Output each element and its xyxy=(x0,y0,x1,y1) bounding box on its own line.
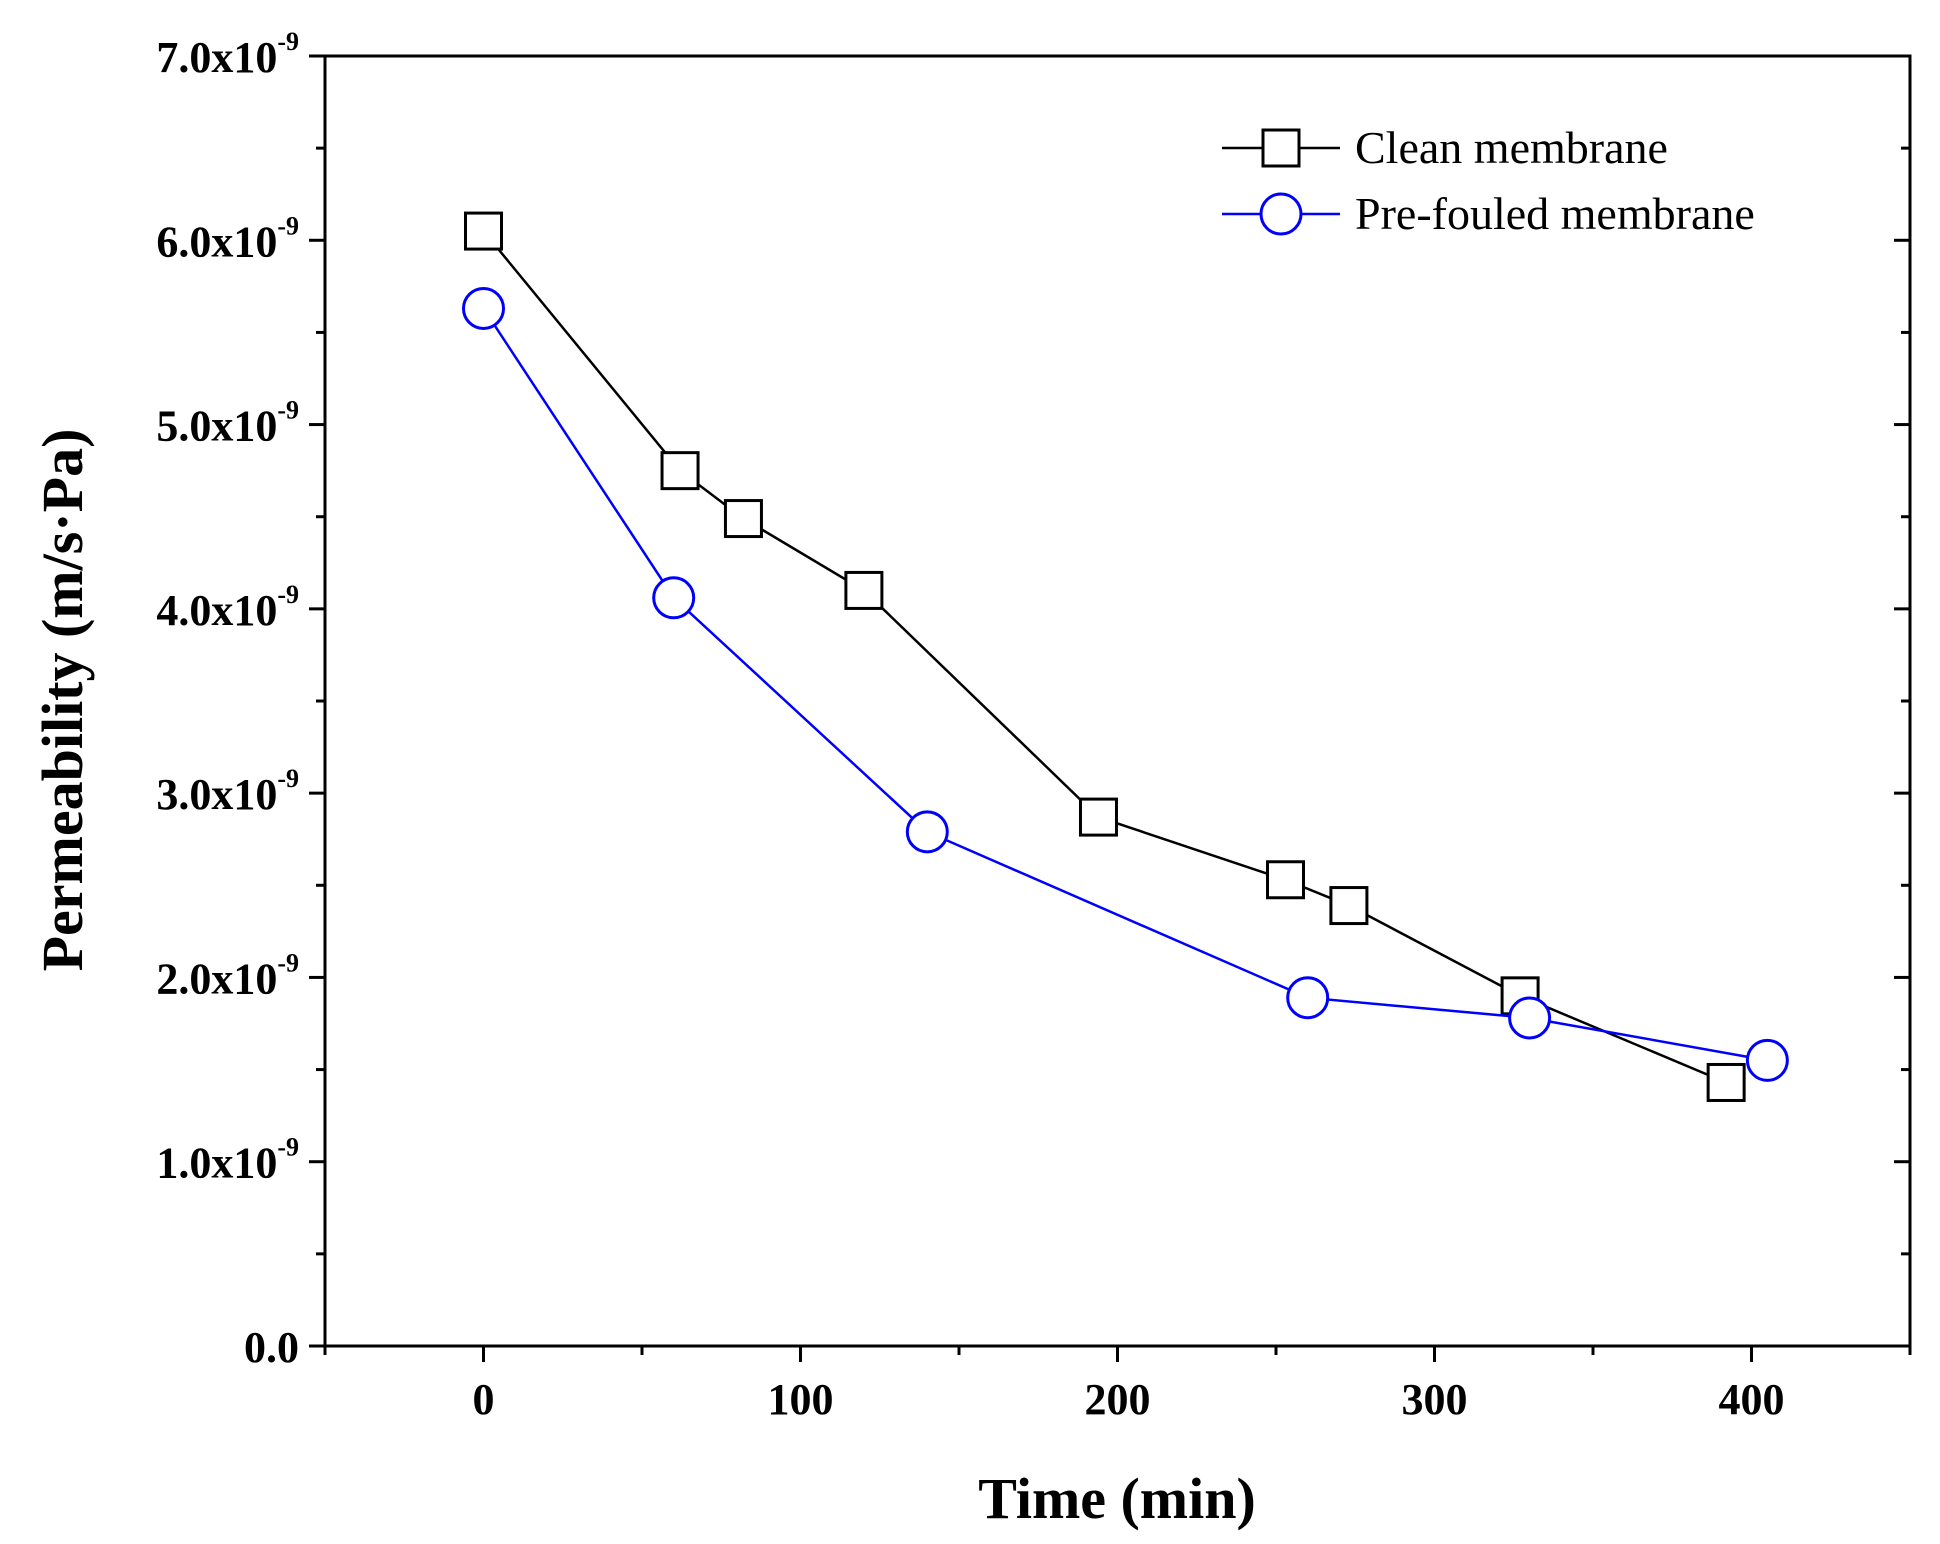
data-point xyxy=(1329,886,1369,926)
data-point xyxy=(660,451,700,491)
x-tick-label: 200 xyxy=(1085,1375,1151,1424)
y-tick-label: 4.0x10-9 xyxy=(156,580,299,635)
series-2 xyxy=(462,286,1789,1082)
data-point xyxy=(844,570,884,610)
legend-label: Clean membrane xyxy=(1355,122,1668,173)
legend-label: Pre-fouled membrane xyxy=(1355,188,1755,239)
legend-item: Pre-fouled membrane xyxy=(1222,188,1755,239)
x-tick-label: 0 xyxy=(473,1375,495,1424)
y-tick-label: 6.0x10-9 xyxy=(156,211,299,266)
series-1 xyxy=(464,211,1746,1102)
data-point xyxy=(1266,860,1306,900)
y-tick-label: 0.0 xyxy=(244,1323,299,1372)
data-point xyxy=(652,576,696,620)
data-point xyxy=(905,810,949,854)
data-point xyxy=(1078,797,1118,837)
x-axis-title: Time (min) xyxy=(978,1466,1256,1531)
data-point xyxy=(1508,996,1552,1040)
y-tick-label: 7.0x10-9 xyxy=(156,27,299,82)
axis-ticks xyxy=(309,54,1912,1362)
x-tick-label: 100 xyxy=(768,1375,834,1424)
data-point xyxy=(464,211,503,251)
y-tick-label: 5.0x10-9 xyxy=(156,396,299,451)
data-point xyxy=(462,286,505,330)
data-point xyxy=(1706,1062,1746,1102)
x-tick-label: 400 xyxy=(1719,1375,1785,1424)
y-tick-label: 1.0x10-9 xyxy=(156,1133,299,1188)
x-tick-label: 300 xyxy=(1402,1375,1468,1424)
data-point xyxy=(1745,1038,1789,1082)
data-point xyxy=(1286,976,1330,1020)
y-tick-label: 3.0x10-9 xyxy=(156,764,299,819)
legend-item: Clean membrane xyxy=(1222,122,1668,173)
series-line xyxy=(482,230,1727,1084)
axis-tick-labels: 0 100 200 300 400 0.0 1.0x10-9 2.0x10-9 3.0x10-9… xyxy=(156,27,1784,1424)
y-axis-title: Permeability (m/s·Pa) xyxy=(30,429,95,972)
y-tick-label: 2.0x10-9 xyxy=(156,948,299,1003)
series-line xyxy=(482,307,1768,1062)
legend: Clean membrane Pre-fouled membrane xyxy=(1222,122,1755,239)
data-point xyxy=(723,499,763,539)
data-series xyxy=(462,211,1789,1102)
legend-marker xyxy=(1261,128,1301,168)
legend-marker xyxy=(1259,192,1303,236)
plot-frame xyxy=(323,54,1912,1348)
